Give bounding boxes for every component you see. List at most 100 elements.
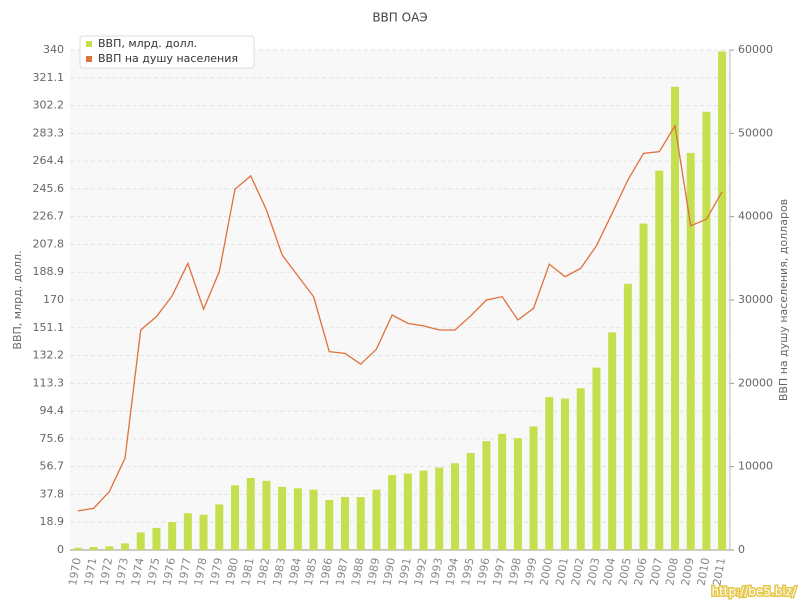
x-tick-label: 2010 bbox=[695, 557, 713, 587]
x-tick-label: 2000 bbox=[538, 557, 556, 587]
x-tick-label: 2007 bbox=[648, 557, 666, 587]
y-tick-label: 340 bbox=[43, 43, 64, 56]
bar bbox=[325, 500, 334, 550]
x-tick-label: 1987 bbox=[333, 557, 351, 587]
x-tick-label: 1994 bbox=[443, 557, 461, 587]
x-tick-label: 2003 bbox=[585, 557, 603, 587]
x-tick-label: 1973 bbox=[113, 557, 131, 587]
bar bbox=[435, 467, 444, 550]
x-tick-label: 1990 bbox=[380, 557, 398, 587]
watermark: http://be5.biz/ bbox=[711, 585, 796, 599]
x-tick-label: 1991 bbox=[396, 557, 414, 587]
bar bbox=[356, 497, 365, 550]
chart-title: ВВП ОАЭ bbox=[372, 11, 427, 25]
x-tick-label: 2004 bbox=[600, 557, 618, 587]
y-tick-label: 245.6 bbox=[33, 182, 65, 195]
legend-box bbox=[79, 35, 255, 69]
x-tick-label: 1983 bbox=[270, 557, 288, 587]
x-tick-label: 1974 bbox=[129, 557, 147, 587]
y-tick-label: 170 bbox=[43, 293, 64, 306]
y-tick-label: 226.7 bbox=[33, 210, 65, 223]
bar bbox=[623, 283, 632, 550]
legend-label: ВВП, млрд. долл. bbox=[98, 37, 197, 50]
x-tick-label: 1998 bbox=[506, 557, 524, 587]
y-tick-label: 207.8 bbox=[33, 237, 65, 250]
legend-swatch bbox=[86, 56, 92, 62]
y2-tick-label: 10000 bbox=[738, 460, 773, 473]
y-tick-label: 94.4 bbox=[40, 404, 65, 417]
x-tick-label: 2001 bbox=[553, 557, 571, 587]
x-tick-label: 1989 bbox=[365, 557, 383, 587]
y-tick-label: 321.1 bbox=[33, 71, 65, 84]
y2-tick-label: 30000 bbox=[738, 293, 773, 306]
x-tick-label: 1970 bbox=[66, 557, 84, 587]
x-tick-label: 1971 bbox=[82, 557, 100, 587]
bar bbox=[246, 477, 255, 550]
x-tick-label: 1982 bbox=[255, 557, 273, 587]
bar bbox=[168, 522, 177, 550]
y-axis-label: ВВП, млрд. долл. bbox=[11, 250, 24, 349]
x-tick-label: 1999 bbox=[522, 557, 540, 587]
bar bbox=[262, 480, 271, 550]
bar bbox=[451, 463, 459, 550]
y-tick-label: 18.9 bbox=[40, 515, 65, 528]
bar bbox=[372, 489, 381, 550]
bar bbox=[592, 367, 601, 550]
x-tick-label: 2009 bbox=[679, 557, 697, 587]
bar bbox=[545, 397, 554, 550]
x-tick-label: 1993 bbox=[428, 557, 446, 587]
y2-tick-label: 20000 bbox=[738, 376, 773, 389]
y2-tick-label: 50000 bbox=[738, 126, 773, 139]
bar bbox=[231, 485, 239, 550]
bar bbox=[639, 223, 648, 550]
bar bbox=[73, 547, 82, 550]
bar bbox=[341, 497, 349, 550]
y2-tick-label: 60000 bbox=[738, 43, 773, 56]
bar bbox=[293, 488, 302, 550]
bar bbox=[121, 543, 129, 550]
x-tick-label: 1980 bbox=[223, 557, 241, 587]
y2-tick-label: 0 bbox=[738, 543, 745, 556]
y-tick-label: 75.6 bbox=[40, 432, 65, 445]
legend-swatch bbox=[86, 41, 92, 47]
x-tick-label: 1988 bbox=[349, 557, 367, 587]
y-tick-label: 151.1 bbox=[33, 321, 65, 334]
x-tick-label: 1978 bbox=[192, 557, 210, 587]
bar bbox=[466, 452, 475, 550]
bar bbox=[561, 398, 569, 550]
bar bbox=[278, 486, 287, 550]
bar bbox=[671, 86, 679, 550]
bar bbox=[199, 514, 208, 550]
bar bbox=[215, 504, 224, 550]
y-tick-label: 264.4 bbox=[33, 154, 65, 167]
y-tick-label: 56.7 bbox=[40, 460, 65, 473]
x-tick-label: 1997 bbox=[490, 557, 508, 587]
x-tick-label: 1977 bbox=[176, 557, 194, 587]
line bbox=[77, 123, 723, 512]
x-tick-label: 1972 bbox=[98, 557, 116, 587]
legend-label: ВВП на душу населения bbox=[98, 52, 238, 65]
y-tick-label: 113.3 bbox=[33, 376, 65, 389]
y-tick-label: 37.8 bbox=[40, 487, 65, 500]
y-tick-label: 0 bbox=[57, 543, 64, 556]
x-tick-label: 2011 bbox=[710, 557, 728, 587]
bar bbox=[309, 489, 318, 550]
bar bbox=[686, 152, 695, 551]
y2-axis-label: ВВП на душу населения, долларов bbox=[777, 199, 790, 401]
bar bbox=[183, 513, 192, 550]
x-tick-label: 1981 bbox=[239, 557, 257, 587]
x-tick-label: 2002 bbox=[569, 557, 587, 587]
bar bbox=[608, 332, 617, 550]
bar bbox=[576, 388, 585, 550]
x-tick-label: 1984 bbox=[286, 557, 304, 587]
x-tick-label: 1985 bbox=[302, 557, 320, 587]
bar bbox=[89, 547, 98, 550]
x-tick-label: 1976 bbox=[160, 557, 178, 587]
y2-tick-label: 40000 bbox=[738, 210, 773, 223]
bar bbox=[498, 433, 507, 550]
x-tick-label: 1975 bbox=[145, 557, 163, 587]
bar bbox=[388, 475, 397, 550]
x-tick-label: 1995 bbox=[459, 557, 477, 587]
x-tick-label: 1992 bbox=[412, 557, 430, 587]
